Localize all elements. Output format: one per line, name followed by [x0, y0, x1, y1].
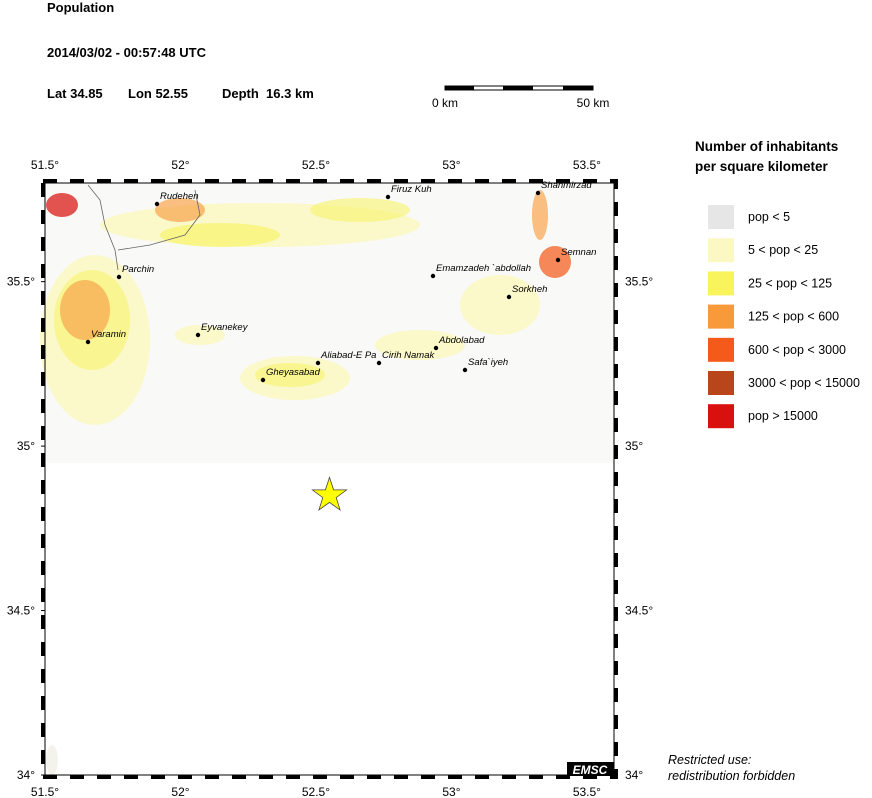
city-label: Eyvanekey [201, 322, 249, 333]
legend: Number of inhabitants per square kilomet… [695, 139, 860, 429]
logo-box [567, 762, 614, 776]
map-border [41, 179, 618, 779]
axis-ticks: 51.5° 51.5° 52° 52° 52.5° 52.5° 53° 53° 53.5° 53.… [7, 158, 654, 798]
city-label: Parchin [122, 264, 154, 275]
city-label: Rudehen [160, 191, 199, 202]
legend-label: 25 < pop < 125 [748, 276, 832, 290]
x-tick-label: 52.5° [302, 158, 330, 172]
legend-label: 125 < pop < 600 [748, 310, 839, 324]
legend-swatch [708, 371, 734, 395]
datetime: 2014/03/02 - 00:57:48 UTC [47, 45, 207, 60]
x-tick-label: 53.5° [573, 785, 601, 798]
city-label: Semnan [561, 247, 596, 258]
y-tick-label: 35° [17, 439, 35, 453]
depth: Depth 16.3 km [222, 86, 314, 101]
legend-label: 3000 < pop < 15000 [748, 376, 860, 390]
lon-value: 52.55 [155, 86, 188, 101]
city-label: Cirih Namak [382, 350, 436, 361]
legend-label: pop > 15000 [748, 409, 818, 423]
lon-label: Lon [128, 86, 152, 101]
legend-swatch [708, 205, 734, 229]
x-tick-label: 53° [442, 158, 460, 172]
city-dot [315, 360, 321, 366]
notice: Restricted use: [668, 753, 751, 767]
legend-swatch [708, 304, 734, 329]
city-dot [85, 339, 91, 345]
legend-label: 600 < pop < 3000 [748, 343, 846, 357]
city-dot [555, 257, 561, 263]
lat: Lat 34.85 [47, 86, 103, 101]
city-label: Emamzadeh `abdollah [436, 263, 531, 274]
city-dot [116, 274, 122, 280]
city-label: Firuz Kuh [391, 184, 432, 195]
scale-label: 50 km [577, 96, 610, 110]
x-tick-label: 52° [171, 785, 189, 798]
city-label: Abdolabad [438, 335, 485, 346]
epicenter [311, 476, 348, 512]
legend-swatch [708, 238, 734, 263]
x-tick-label: 51.5° [31, 785, 59, 798]
city-label: Gheyasabad [266, 367, 321, 378]
legend-title: Number of inhabitants [695, 139, 838, 154]
legend-swatch [708, 271, 734, 296]
x-tick-label: 52.5° [302, 785, 330, 798]
y-tick-label: 34.5° [625, 604, 653, 618]
city-dot [195, 332, 201, 338]
city-dot [376, 360, 382, 366]
y-tick-label: 34° [625, 768, 643, 782]
y-tick-label: 35.5° [625, 275, 653, 289]
city-label: Shahmirzad [541, 180, 592, 191]
logo: EMSC [573, 763, 608, 777]
population-areas [40, 183, 614, 775]
legend-label: 5 < pop < 25 [748, 243, 818, 257]
city-dot [385, 194, 391, 200]
x-tick-label: 52° [171, 158, 189, 172]
legend-title: per square kilometer [695, 159, 829, 174]
city-dot [535, 190, 541, 196]
lat-value: 34.85 [70, 86, 103, 101]
x-tick-label: 53.5° [573, 158, 601, 172]
lat-label: Lat [47, 86, 67, 101]
legend-swatch [708, 404, 734, 429]
city-dot [506, 294, 512, 300]
cities: Rudehen Firuz Kuh Shahmirzad Parchin Semnan E… [85, 180, 596, 383]
x-tick-label: 53° [442, 785, 460, 798]
scale-bar: 0 km 50 km [432, 85, 610, 110]
city-label: Aliabad-E Pa [320, 350, 376, 361]
notice: redistribution forbidden [668, 769, 795, 783]
city-label: Safa`iyeh [468, 357, 508, 368]
y-tick-label: 34.5° [7, 604, 35, 618]
city-dot [430, 273, 436, 279]
scale-label: 0 km [432, 96, 458, 110]
lon: Lon 52.55 [128, 86, 188, 101]
legend-label: pop < 5 [748, 210, 790, 224]
title: Population [47, 0, 114, 15]
city-dot [433, 345, 439, 351]
city-dot [154, 201, 160, 207]
x-tick-label: 51.5° [31, 158, 59, 172]
city-dot [462, 367, 468, 373]
y-tick-label: 34° [17, 768, 35, 782]
city-dot [260, 377, 266, 383]
legend-swatch [708, 337, 734, 362]
y-tick-label: 35.5° [7, 275, 35, 289]
city-label: Varamin [91, 329, 126, 340]
y-tick-label: 35° [625, 439, 643, 453]
city-label: Sorkheh [512, 284, 547, 295]
